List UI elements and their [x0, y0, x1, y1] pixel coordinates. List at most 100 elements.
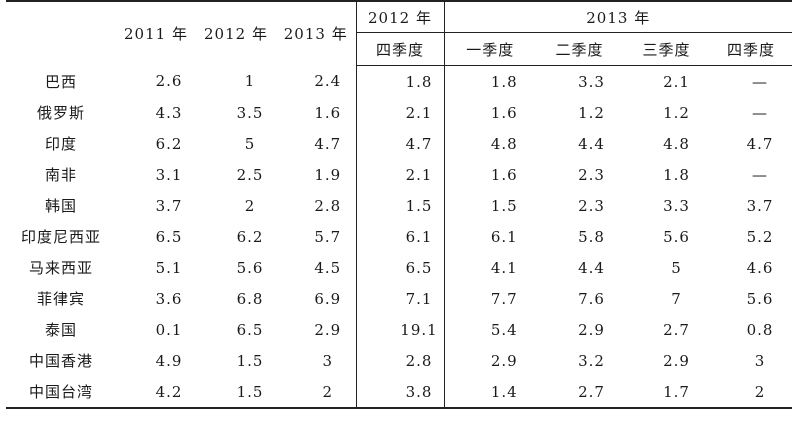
- table-row: 南非 3.1 2.5 1.9 2.1 1.6 2.3 1.8 —: [6, 159, 792, 190]
- value-cell: 2.1: [355, 97, 444, 128]
- value-cell: 1.8: [663, 165, 690, 184]
- country-name: 俄罗斯: [36, 104, 85, 122]
- value-cell: 4.7: [355, 128, 444, 159]
- table-row: 印度尼西亚 6.5 6.2 5.7 6.1 6.1 5.8 5.6 5.2: [6, 221, 792, 252]
- value-cell: 4.4: [578, 258, 605, 277]
- value-cell: 1.7: [623, 376, 710, 409]
- value-cell: 3.5: [236, 103, 264, 122]
- value-cell: 19.1: [355, 314, 444, 345]
- value-cell: 5: [671, 258, 682, 277]
- header-2012-q4: 四季度: [355, 32, 444, 66]
- value-cell: 3.7: [155, 196, 183, 215]
- value-cell: 2: [276, 376, 356, 409]
- header-group-2013: 2013 年: [443, 0, 792, 33]
- value-cell: 2.7: [663, 320, 690, 339]
- value-cell: 5.2: [746, 227, 774, 246]
- header-2011: 2011 年: [116, 0, 196, 66]
- table-header: 2011 年 2012 年 2013 年 2012 年 2013 年 四季度 一…: [6, 0, 792, 66]
- country-name: 巴西: [44, 72, 77, 91]
- value-cell: 2.8: [355, 345, 444, 376]
- table-body: 巴西 2.6 1 2.4 1.8 1.8 3.3 2.1— 俄罗斯 4.3 3.5 1.6 2.1 1.6…: [6, 65, 792, 409]
- value-cell: 1.2: [663, 103, 690, 122]
- value-cell: 6.5: [355, 252, 444, 283]
- value-cell: 5.8: [578, 227, 605, 246]
- header-2012: 2012 年: [196, 0, 276, 66]
- gdp-growth-table: 2011 年 2012 年 2013 年 2012 年 2013 年 四季度 一…: [6, 0, 792, 409]
- header-group-2012: 2012 年: [355, 0, 444, 33]
- value-cell: 0.1: [155, 320, 183, 339]
- value-cell: 4.8: [663, 134, 690, 153]
- value-cell: 1.5: [196, 376, 276, 409]
- value-cell: 2.9: [578, 320, 605, 339]
- value-cell: 1.2: [578, 103, 605, 122]
- country-name: 印度: [44, 135, 77, 153]
- value-cell: 4.9: [155, 351, 183, 370]
- value-cell: 3.3: [663, 196, 690, 215]
- value-cell: 7.1: [355, 283, 444, 314]
- value-cell: 2.9: [443, 345, 536, 376]
- value-cell: 3.8: [355, 376, 444, 409]
- country-name: 南非: [44, 166, 77, 184]
- value-cell: 1: [244, 72, 256, 91]
- value-cell: 4.3: [155, 103, 183, 122]
- value-cell: 1.8: [443, 65, 536, 97]
- country-name: 菲律宾: [36, 290, 85, 308]
- value-cell: 1.8: [355, 65, 444, 97]
- value-cell: 6.5: [155, 227, 183, 246]
- country-name: 韩国: [44, 197, 77, 215]
- value-cell: 7.6: [578, 289, 605, 308]
- value-cell: 4.7: [746, 134, 774, 153]
- value-cell: 1.4: [443, 376, 536, 409]
- value-cell: 2.4: [314, 72, 342, 91]
- table-row: 中国香港 4.9 1.5 3 2.8 2.9 3.2 2.9 3: [6, 345, 792, 376]
- header-2013-q4: 四季度: [710, 32, 792, 66]
- table-row: 韩国 3.7 2 2.8 1.5 1.5 2.3 3.3 3.7: [6, 190, 792, 221]
- value-cell: 3: [754, 351, 766, 370]
- header-2013-q3: 三季度: [623, 32, 710, 66]
- value-cell: 1.6: [314, 103, 342, 122]
- value-cell: 4.8: [443, 128, 536, 159]
- value-cell: 2.1: [663, 72, 690, 91]
- country-name: 泰国: [44, 321, 77, 339]
- value-cell: 1.5: [236, 351, 264, 370]
- value-cell: 1.6: [443, 159, 536, 190]
- value-cell: 7: [671, 289, 682, 308]
- value-cell: 5.4: [443, 314, 536, 345]
- table-row: 马来西亚 5.1 5.6 4.5 6.5 4.1 4.4 5 4.6: [6, 252, 792, 283]
- value-cell: 1.5: [355, 190, 444, 221]
- value-cell: 2.3: [578, 196, 605, 215]
- table-row: 俄罗斯 4.3 3.5 1.6 2.1 1.6 1.2 1.2—: [6, 97, 792, 128]
- value-cell: 2.6: [155, 72, 183, 91]
- value-cell: 2.9: [314, 320, 342, 339]
- value-cell: —: [752, 103, 768, 122]
- value-cell: 5.1: [155, 258, 183, 277]
- value-cell: 5.7: [314, 227, 342, 246]
- value-cell: 6.1: [355, 221, 444, 252]
- table-row: 巴西 2.6 1 2.4 1.8 1.8 3.3 2.1 —: [6, 65, 792, 97]
- value-cell: 1.6: [443, 97, 536, 128]
- value-cell: 6.9: [314, 289, 342, 308]
- value-cell: 5.6: [663, 227, 690, 246]
- value-cell: 4.4: [578, 134, 605, 153]
- value-cell: 5.6: [746, 289, 774, 308]
- value-cell: 1.5: [443, 190, 536, 221]
- value-cell: 3.7: [746, 196, 774, 215]
- table-row: 泰国 0.1 6.5 2.9 19.1 5.4 2.9 2.7 0.8: [6, 314, 792, 345]
- header-2013-q1: 一季度: [443, 32, 536, 66]
- country-name: 中国台湾: [6, 376, 116, 409]
- value-cell: 1.9: [314, 165, 342, 184]
- value-cell: 7.7: [443, 283, 536, 314]
- value-cell: 3.2: [578, 351, 605, 370]
- value-cell: 6.8: [236, 289, 264, 308]
- country-name: 印度尼西亚: [20, 228, 101, 246]
- value-cell: 5: [244, 134, 256, 153]
- value-cell: 3.3: [578, 72, 605, 91]
- value-cell: 0.8: [746, 320, 774, 339]
- value-cell: 5.6: [236, 258, 264, 277]
- value-cell: 2.1: [355, 159, 444, 190]
- value-cell: 2: [244, 196, 256, 215]
- value-cell: 3.1: [155, 165, 183, 184]
- country-name: 马来西亚: [28, 259, 93, 277]
- value-cell: 4.7: [314, 134, 342, 153]
